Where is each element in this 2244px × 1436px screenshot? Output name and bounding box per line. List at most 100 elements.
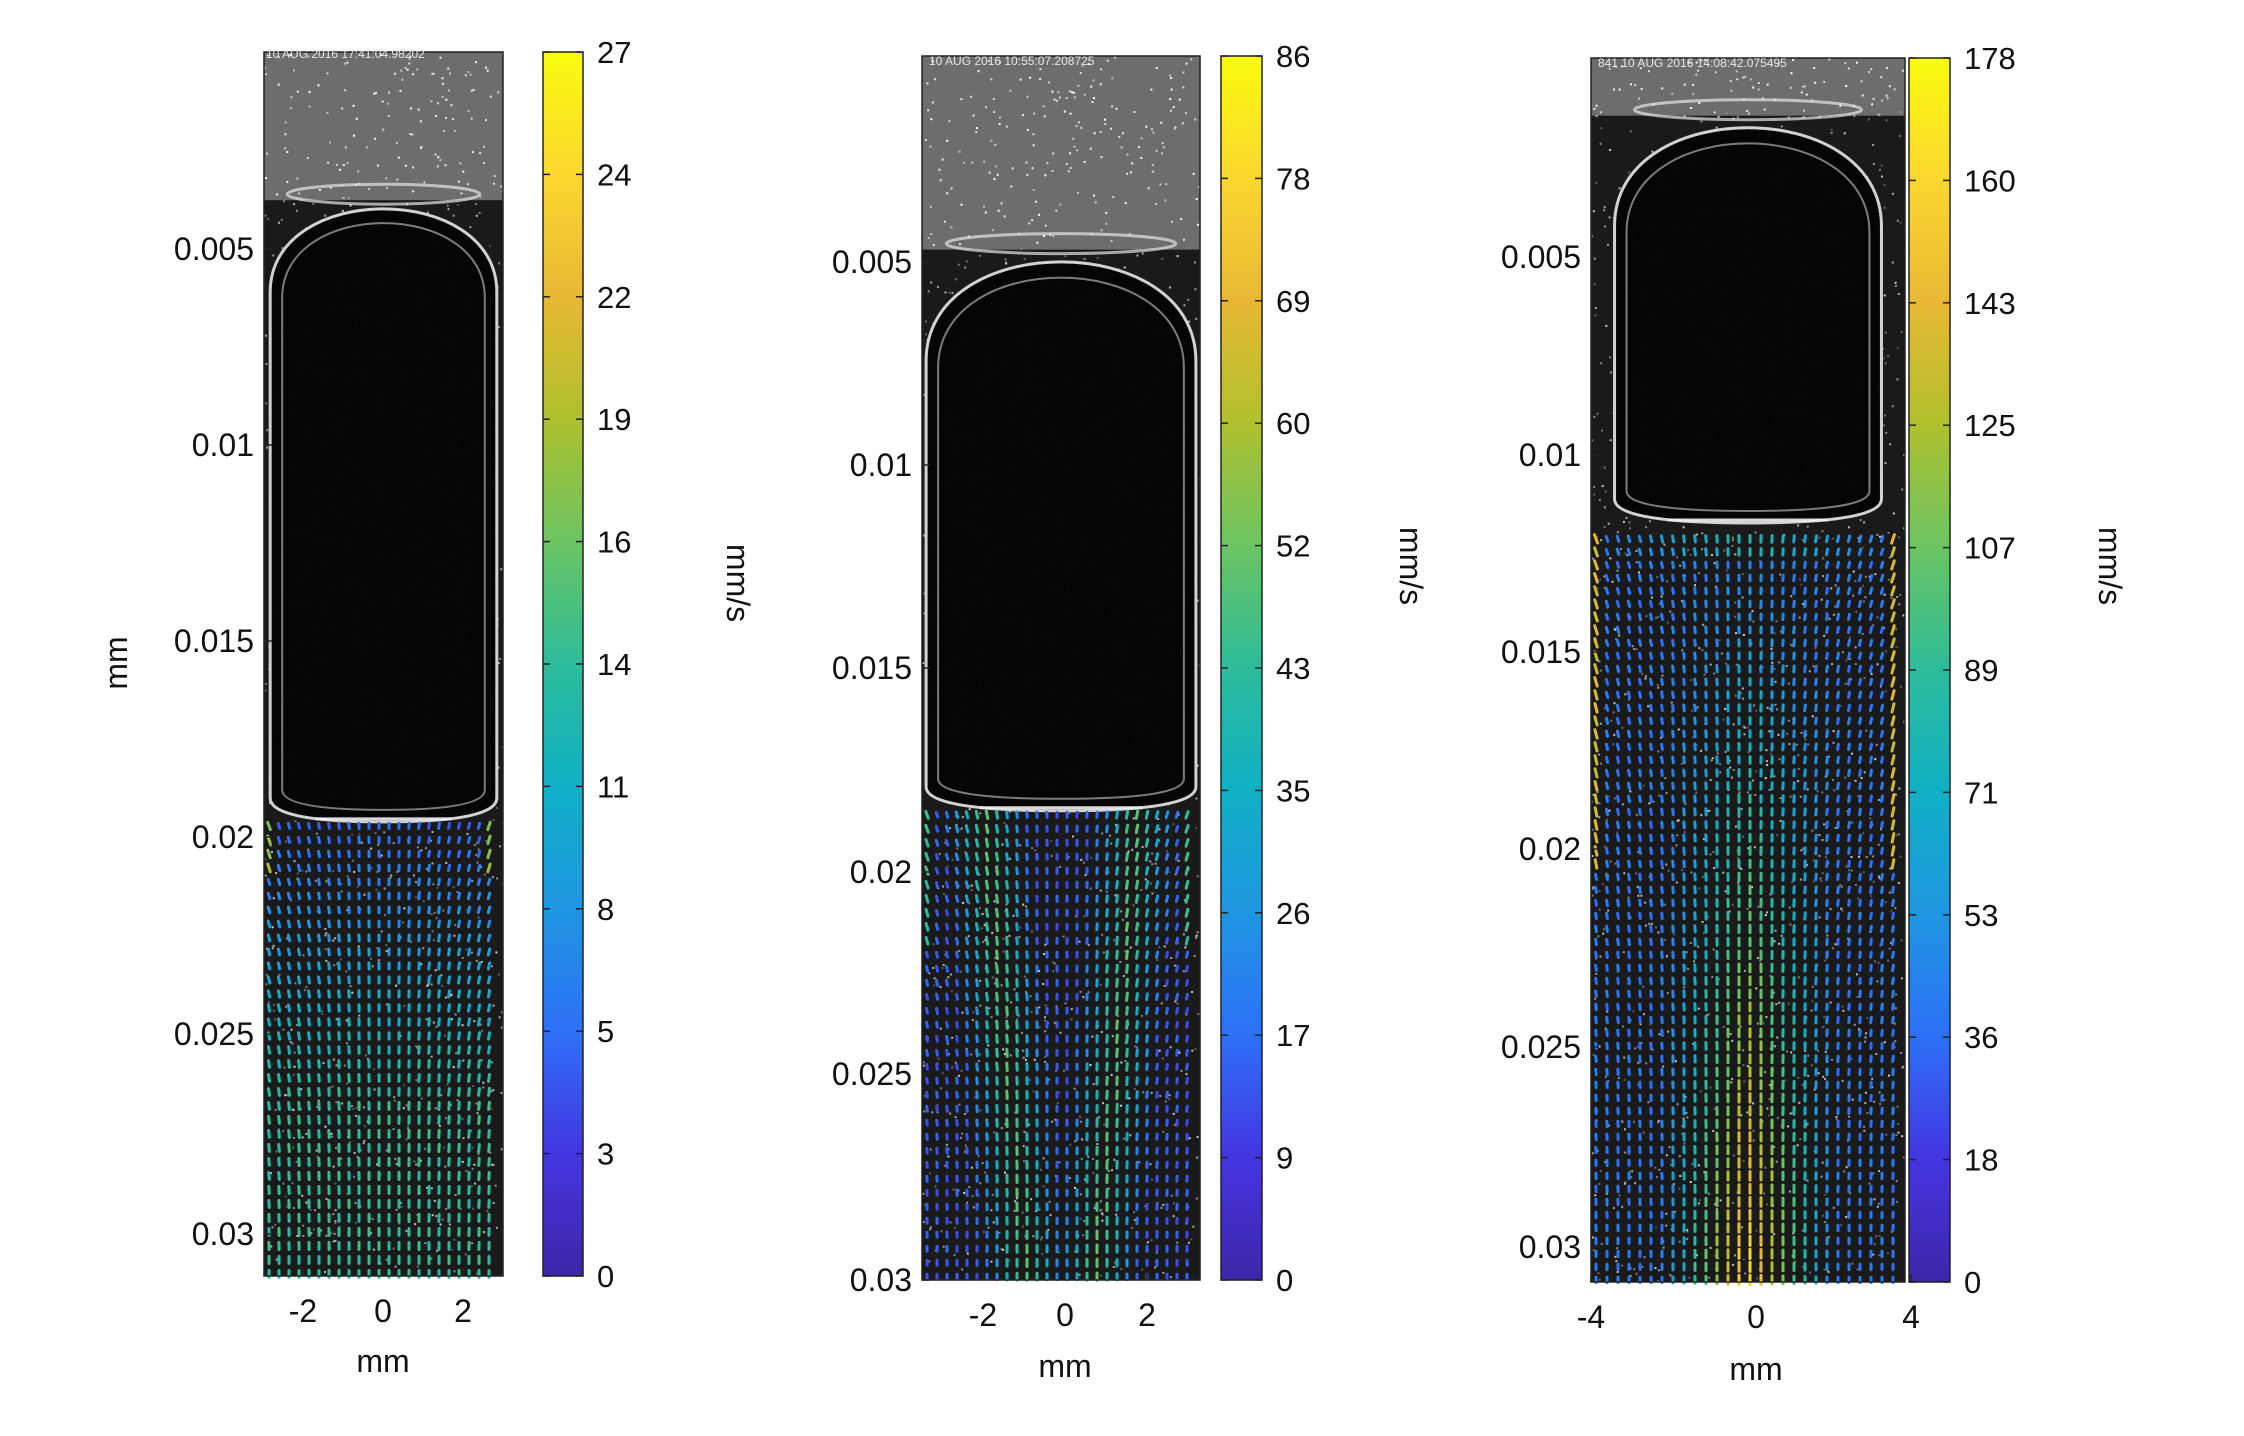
speckle	[1195, 797, 1198, 800]
velocity-vector	[955, 908, 959, 917]
speckle	[923, 1110, 926, 1113]
speckle	[454, 1194, 457, 1196]
velocity-vector	[437, 821, 441, 830]
speckle	[324, 1125, 327, 1128]
velocity-vector	[975, 992, 979, 1002]
velocity-vector	[1174, 824, 1180, 833]
speckle	[472, 88, 475, 91]
speckle	[1096, 1116, 1099, 1119]
velocity-vector	[327, 835, 331, 844]
speckle	[1001, 843, 1004, 846]
speckle	[376, 1163, 379, 1166]
speckle	[1089, 147, 1092, 150]
speckle	[430, 974, 432, 977]
speckle	[1902, 720, 1905, 723]
velocity-vector	[457, 1115, 461, 1125]
speckle	[1861, 94, 1864, 97]
velocity-vector	[427, 919, 431, 929]
velocity-vector	[307, 1115, 311, 1125]
velocity-vector	[975, 1048, 979, 1058]
speckle	[423, 181, 426, 184]
speckle	[1889, 867, 1892, 870]
speckle	[452, 1066, 455, 1069]
velocity-vector	[1005, 880, 1009, 890]
velocity-vector	[327, 863, 331, 873]
velocity-vector	[427, 863, 431, 873]
velocity-vector	[965, 1048, 969, 1057]
speckle	[1677, 728, 1680, 731]
velocity-vector	[975, 978, 979, 988]
velocity-vector	[307, 1017, 311, 1027]
velocity-vector	[935, 1034, 939, 1043]
speckle	[1724, 890, 1727, 893]
speckle	[957, 1189, 960, 1192]
speckle	[994, 982, 996, 985]
velocity-vector	[296, 849, 302, 858]
x-tick-label: 0	[374, 1293, 392, 1329]
speckle	[951, 858, 954, 861]
speckle	[1010, 185, 1013, 188]
speckle	[1812, 665, 1815, 668]
speckle	[485, 840, 488, 842]
velocity-vector	[457, 975, 461, 985]
speckle	[1850, 1057, 1853, 1060]
velocity-vector	[447, 1031, 451, 1041]
velocity-vector	[266, 919, 272, 929]
y-tick-label: 0.03	[192, 1216, 254, 1252]
speckle	[1124, 950, 1127, 953]
speckle	[357, 170, 360, 173]
speckle	[324, 214, 327, 217]
speckle	[1704, 58, 1707, 61]
velocity-vector	[1005, 1033, 1009, 1044]
speckle	[1068, 856, 1070, 859]
speckle	[296, 872, 299, 875]
speckle	[1000, 1127, 1003, 1130]
velocity-vector	[466, 822, 472, 830]
speckle	[975, 131, 978, 134]
velocity-vector	[1105, 852, 1109, 862]
speckle	[1713, 1107, 1716, 1110]
velocity-vector	[297, 933, 301, 943]
colorbar-tick-label: 43	[1276, 651, 1310, 686]
speckle	[415, 1079, 418, 1082]
speckle	[1024, 975, 1027, 978]
velocity-vector	[1135, 978, 1139, 988]
velocity-vector	[1175, 936, 1179, 945]
speckle	[1841, 1079, 1844, 1082]
velocity-vector	[457, 863, 461, 873]
speckle	[295, 1024, 298, 1026]
speckle	[1599, 955, 1602, 958]
velocity-vector	[965, 1034, 969, 1043]
speckle	[1898, 833, 1900, 836]
speckle	[970, 889, 973, 892]
speckle	[1146, 1241, 1149, 1244]
speckle	[1030, 930, 1033, 933]
speckle	[979, 254, 982, 257]
speckle	[1018, 936, 1021, 939]
bubble-nose-highlight	[944, 232, 1178, 256]
speckle	[1102, 951, 1105, 954]
speckle	[416, 1265, 419, 1268]
speckle	[431, 1214, 434, 1217]
speckle	[1081, 64, 1084, 67]
velocity-vector	[437, 1059, 441, 1069]
speckle	[442, 82, 445, 85]
speckle	[272, 897, 275, 900]
speckle	[978, 907, 981, 910]
velocity-vector	[1135, 964, 1139, 974]
speckle	[1044, 1004, 1047, 1007]
speckle	[993, 900, 996, 903]
speckle	[351, 859, 354, 862]
speckle	[1755, 709, 1758, 712]
velocity-vector	[457, 947, 461, 957]
speckle	[1005, 261, 1008, 264]
speckle	[1695, 73, 1698, 76]
speckle	[1666, 954, 1668, 957]
speckle	[966, 260, 968, 263]
velocity-vector	[964, 810, 970, 820]
velocity-vector	[1125, 949, 1129, 960]
speckle	[330, 1232, 333, 1235]
speckle	[496, 1226, 498, 1229]
speckle	[436, 165, 439, 168]
velocity-vector	[1125, 1005, 1129, 1016]
